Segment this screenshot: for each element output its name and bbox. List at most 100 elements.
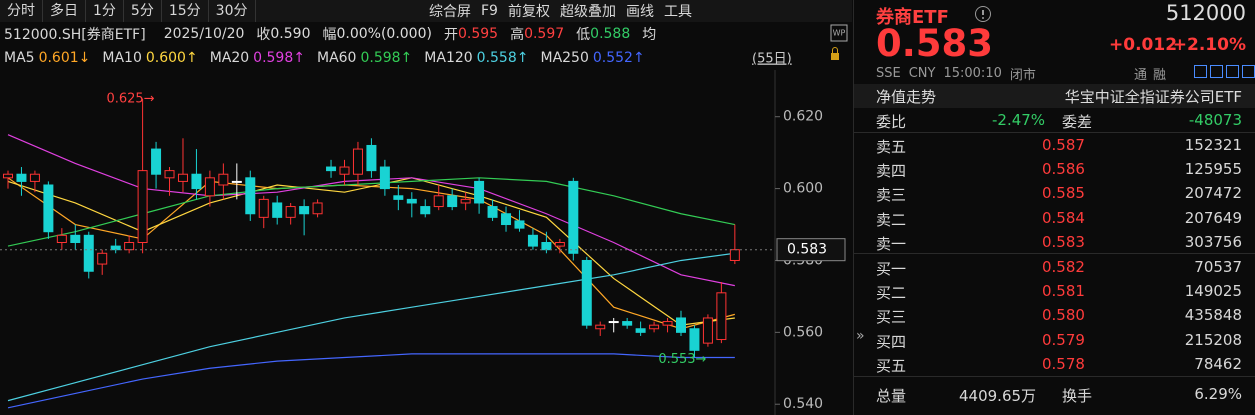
order-volume: 70537 xyxy=(1194,258,1242,276)
period-tab[interactable]: 分时 xyxy=(0,0,43,22)
candle-body xyxy=(218,173,229,186)
candle-body xyxy=(137,170,148,243)
candle-body xyxy=(285,206,296,218)
order-level: 卖五 xyxy=(876,138,907,156)
nav-label[interactable]: 净值走势 xyxy=(876,88,937,106)
icon-button[interactable] xyxy=(1226,65,1239,78)
extreme-label: 0.553→ xyxy=(658,352,706,367)
info-bar: 512000.SH[券商ETF] 2025/10/20 收 0.590 幅 0.00%(0… xyxy=(4,24,656,44)
candle-body xyxy=(662,321,673,326)
candle-body xyxy=(245,177,256,215)
ma-legend: MA5 0.601↓ MA10 0.600↑ MA20 0.598↑ MA60 0.598↑ M… xyxy=(4,48,657,68)
lock-icon[interactable] xyxy=(831,53,839,60)
period-tab[interactable]: 1分 xyxy=(86,0,124,22)
last-price-tag xyxy=(776,238,846,262)
volume-label: 总量 xyxy=(876,387,907,405)
toolbar: 分时 多日 1分 5分 15分 30分 xyxy=(0,0,852,22)
candle-body xyxy=(124,242,135,251)
candle-body xyxy=(501,213,512,226)
y-tick-label: 0.540 xyxy=(783,396,823,412)
order-level: 卖一 xyxy=(876,234,907,253)
order-level: 买三 xyxy=(876,308,907,327)
ma-name: MA10 xyxy=(102,50,142,66)
candle-body xyxy=(204,177,215,197)
tool-button[interactable]: 画线 xyxy=(625,4,654,20)
info-label: 收 xyxy=(256,27,271,43)
meta-item: 闭市 xyxy=(1009,67,1036,83)
candle-body xyxy=(3,173,13,179)
candle-body xyxy=(231,180,242,183)
ratio-diff: -48073 xyxy=(1188,111,1242,129)
ma-line xyxy=(7,252,735,402)
tool-button[interactable]: 工具 xyxy=(663,4,692,20)
info-label: 均 xyxy=(642,27,657,43)
order-row: 买三 0.580 435848 xyxy=(854,303,1255,327)
summary-row: 总量 4409.65万 换手 6.29% xyxy=(854,382,1255,406)
ma-line xyxy=(7,177,735,326)
ma-name: MA5 xyxy=(4,50,35,66)
icon-button[interactable] xyxy=(1210,65,1223,78)
candle-body xyxy=(487,206,498,218)
icon-button[interactable] xyxy=(1242,65,1255,78)
info-value: 0.597 xyxy=(524,26,565,42)
ma-line xyxy=(7,353,735,409)
order-row: 卖二 0.584 207649 xyxy=(854,206,1255,230)
order-level: 卖二 xyxy=(876,210,907,229)
candle-body xyxy=(326,166,337,172)
tool-button[interactable]: 综合屏 xyxy=(429,4,471,20)
quote-change-pct: +2.10% xyxy=(1172,35,1246,55)
meta-item: SSE xyxy=(876,65,901,81)
candle-body xyxy=(299,206,310,215)
candle-body xyxy=(689,328,700,351)
ratio-label: 委比 xyxy=(876,113,907,131)
ma-value: 0.598↑ xyxy=(360,50,413,66)
badge[interactable]: 通 xyxy=(1134,67,1148,83)
info-icon[interactable] xyxy=(974,5,992,23)
candle-body xyxy=(649,324,660,330)
candle-body xyxy=(43,184,54,233)
candle-body xyxy=(379,166,390,190)
ma-name: MA60 xyxy=(316,50,357,66)
candle-body xyxy=(272,202,283,218)
ma-name: MA120 xyxy=(424,50,473,66)
candle-body xyxy=(460,198,471,204)
order-price: 0.581 xyxy=(1042,282,1085,301)
order-row: 卖四 0.586 125955 xyxy=(854,157,1255,181)
tool-button[interactable]: 前复权 xyxy=(507,4,550,20)
order-level: 卖三 xyxy=(876,186,907,205)
wp-icon[interactable] xyxy=(830,24,848,42)
candle-body xyxy=(258,198,269,218)
divider xyxy=(854,253,1255,254)
tool-button[interactable]: 超级叠加 xyxy=(559,4,616,20)
candle-body xyxy=(151,148,162,175)
order-row: 买四 0.579 215208 xyxy=(854,328,1255,352)
expand-arrow[interactable]: » xyxy=(856,328,865,344)
nav-band xyxy=(854,84,1255,108)
period-tab[interactable]: 多日 xyxy=(43,0,86,22)
order-volume: 207472 xyxy=(1184,184,1242,203)
volume: 4409.65万 xyxy=(959,387,1037,405)
period-tab[interactable]: 5分 xyxy=(124,0,162,22)
order-price: 0.587 xyxy=(1042,136,1085,154)
order-volume: 78462 xyxy=(1194,354,1242,373)
lock-shackle xyxy=(832,47,838,53)
period-tab[interactable]: 30分 xyxy=(209,0,256,22)
order-price: 0.579 xyxy=(1042,330,1085,349)
period-tab[interactable]: 15分 xyxy=(162,0,209,22)
badge[interactable]: 融 xyxy=(1153,67,1167,83)
order-price: 0.584 xyxy=(1042,208,1085,227)
quote-badges: 通融 xyxy=(1134,64,1167,83)
quote-change: +0.012 xyxy=(1109,35,1178,55)
order-row: 买五 0.578 78462 xyxy=(854,352,1255,376)
candle-body xyxy=(554,242,565,247)
candle-body xyxy=(608,321,619,324)
tool-button[interactable]: F9 xyxy=(481,3,498,19)
order-level: 买一 xyxy=(876,260,907,278)
order-row: 买二 0.581 149025 xyxy=(854,279,1255,303)
ma-name: MA20 xyxy=(209,50,250,66)
icon-button[interactable] xyxy=(1194,65,1207,78)
quote-code: 512000 xyxy=(1165,1,1246,25)
quote-price: 0.583 xyxy=(876,22,994,65)
y-tick-label: 0.600 xyxy=(783,181,823,197)
y-tick-label: 0.620 xyxy=(783,109,823,125)
